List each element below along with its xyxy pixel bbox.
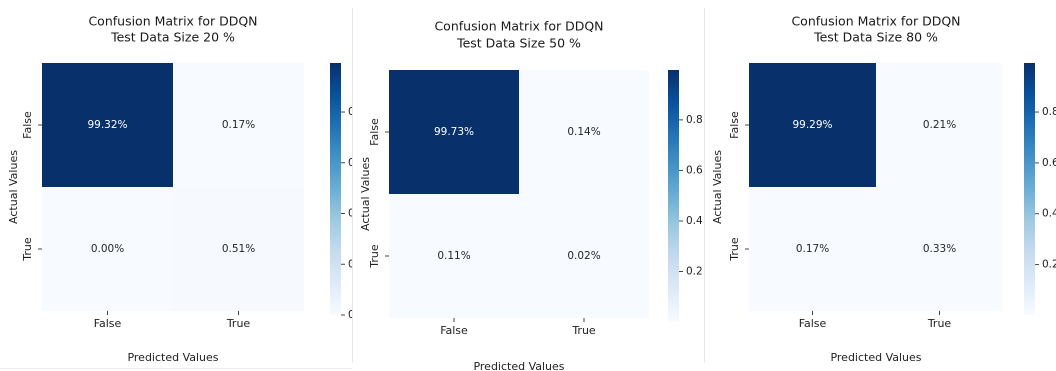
colorbar-tick-label: 0.2 — [1042, 259, 1056, 271]
cell-value-label: 0.51% — [222, 243, 255, 255]
confusion-matrix-panel-80: Confusion Matrix for DDQN Test Data Size … — [704, 0, 1056, 371]
y-axis-label: Actual Values — [359, 157, 372, 231]
y-tick-label: False — [368, 118, 381, 146]
heatmap-svg: Confusion Matrix for DDQN Test Data Size … — [359, 19, 703, 371]
cell-value-label: 0.33% — [923, 243, 956, 255]
y-tick-label: False — [728, 111, 741, 139]
panel-bottom-rule — [0, 368, 352, 369]
panel-divider — [352, 8, 353, 363]
colorbar-tick-label: 0.8 — [686, 114, 703, 126]
colorbar-tick-label: 0.6 — [1042, 157, 1056, 169]
cell-value-label: 0.17% — [222, 119, 255, 131]
colorbar-tick-label: 0.8 — [348, 106, 352, 118]
x-axis-label: Predicted Values — [127, 351, 218, 364]
chart-title: Confusion Matrix for DDQN — [88, 14, 257, 29]
heatmap-cell — [389, 194, 519, 318]
heatmap-cell — [42, 63, 173, 187]
y-axis-label: Actual Values — [7, 150, 20, 224]
colorbar-tick-label: 0.8 — [1042, 106, 1056, 118]
colorbar-tick-label: 0.4 — [1042, 208, 1056, 220]
colorbar — [330, 63, 341, 315]
chart-title: Confusion Matrix for DDQN — [434, 19, 603, 34]
heatmap-cell — [173, 63, 304, 187]
cell-value-label: 99.32% — [87, 119, 127, 131]
colorbar — [668, 70, 679, 322]
x-axis-label: Predicted Values — [830, 351, 921, 364]
colorbar-tick-label: 0.6 — [686, 164, 703, 176]
confusion-matrix-panel-50: Confusion Matrix for DDQN Test Data Size … — [352, 0, 704, 371]
colorbar — [1024, 63, 1035, 315]
heatmap-cell — [389, 70, 519, 194]
cell-value-label: 0.17% — [796, 243, 829, 255]
y-tick-label: True — [368, 244, 381, 269]
chart-subtitle: Test Data Size 80 % — [813, 30, 938, 45]
colorbar-tick-label: 0.6 — [348, 157, 352, 169]
colorbar-tick-label: 0.2 — [686, 266, 703, 278]
colorbar-tick-label: 0.2 — [348, 258, 352, 270]
y-tick-label: False — [21, 111, 34, 139]
heatmap-cell — [173, 187, 304, 311]
heatmap-cell — [519, 194, 649, 318]
heatmap-cell — [876, 63, 1003, 187]
heatmap-cell — [876, 187, 1003, 311]
cell-value-label: 0.00% — [91, 243, 124, 255]
colorbar-tick-label: 0.0 — [348, 309, 352, 321]
cell-value-label: 0.02% — [567, 250, 600, 262]
cell-value-label: 0.11% — [437, 250, 470, 262]
panel-divider — [704, 8, 705, 363]
chart-subtitle: Test Data Size 50 % — [456, 36, 581, 51]
x-tick-label: False — [94, 317, 122, 330]
cell-value-label: 0.21% — [923, 119, 956, 131]
colorbar-tick-label: 0.4 — [348, 208, 352, 220]
y-tick-label: True — [21, 237, 34, 262]
x-tick-label: False — [799, 317, 827, 330]
heatmap-cell — [749, 187, 876, 311]
cell-value-label: 99.73% — [434, 126, 474, 138]
colorbar-tick-label: 0.4 — [686, 215, 703, 227]
x-tick-label: False — [440, 324, 468, 337]
confusion-matrix-panel-20: Confusion Matrix for DDQN Test Data Size … — [0, 0, 352, 371]
chart-subtitle: Test Data Size 20 % — [110, 30, 235, 45]
cell-value-label: 99.29% — [792, 119, 832, 131]
x-axis-label: Predicted Values — [473, 360, 564, 371]
heatmap-cell — [749, 63, 876, 187]
x-tick-label: True — [927, 317, 952, 330]
x-tick-label: True — [226, 317, 251, 330]
heatmap-cell — [42, 187, 173, 311]
y-tick-label: True — [728, 237, 741, 262]
y-axis-label: Actual Values — [711, 150, 724, 224]
chart-title: Confusion Matrix for DDQN — [791, 14, 960, 29]
x-tick-label: True — [571, 324, 596, 337]
cell-value-label: 0.14% — [567, 126, 600, 138]
heatmap-cell — [519, 70, 649, 194]
